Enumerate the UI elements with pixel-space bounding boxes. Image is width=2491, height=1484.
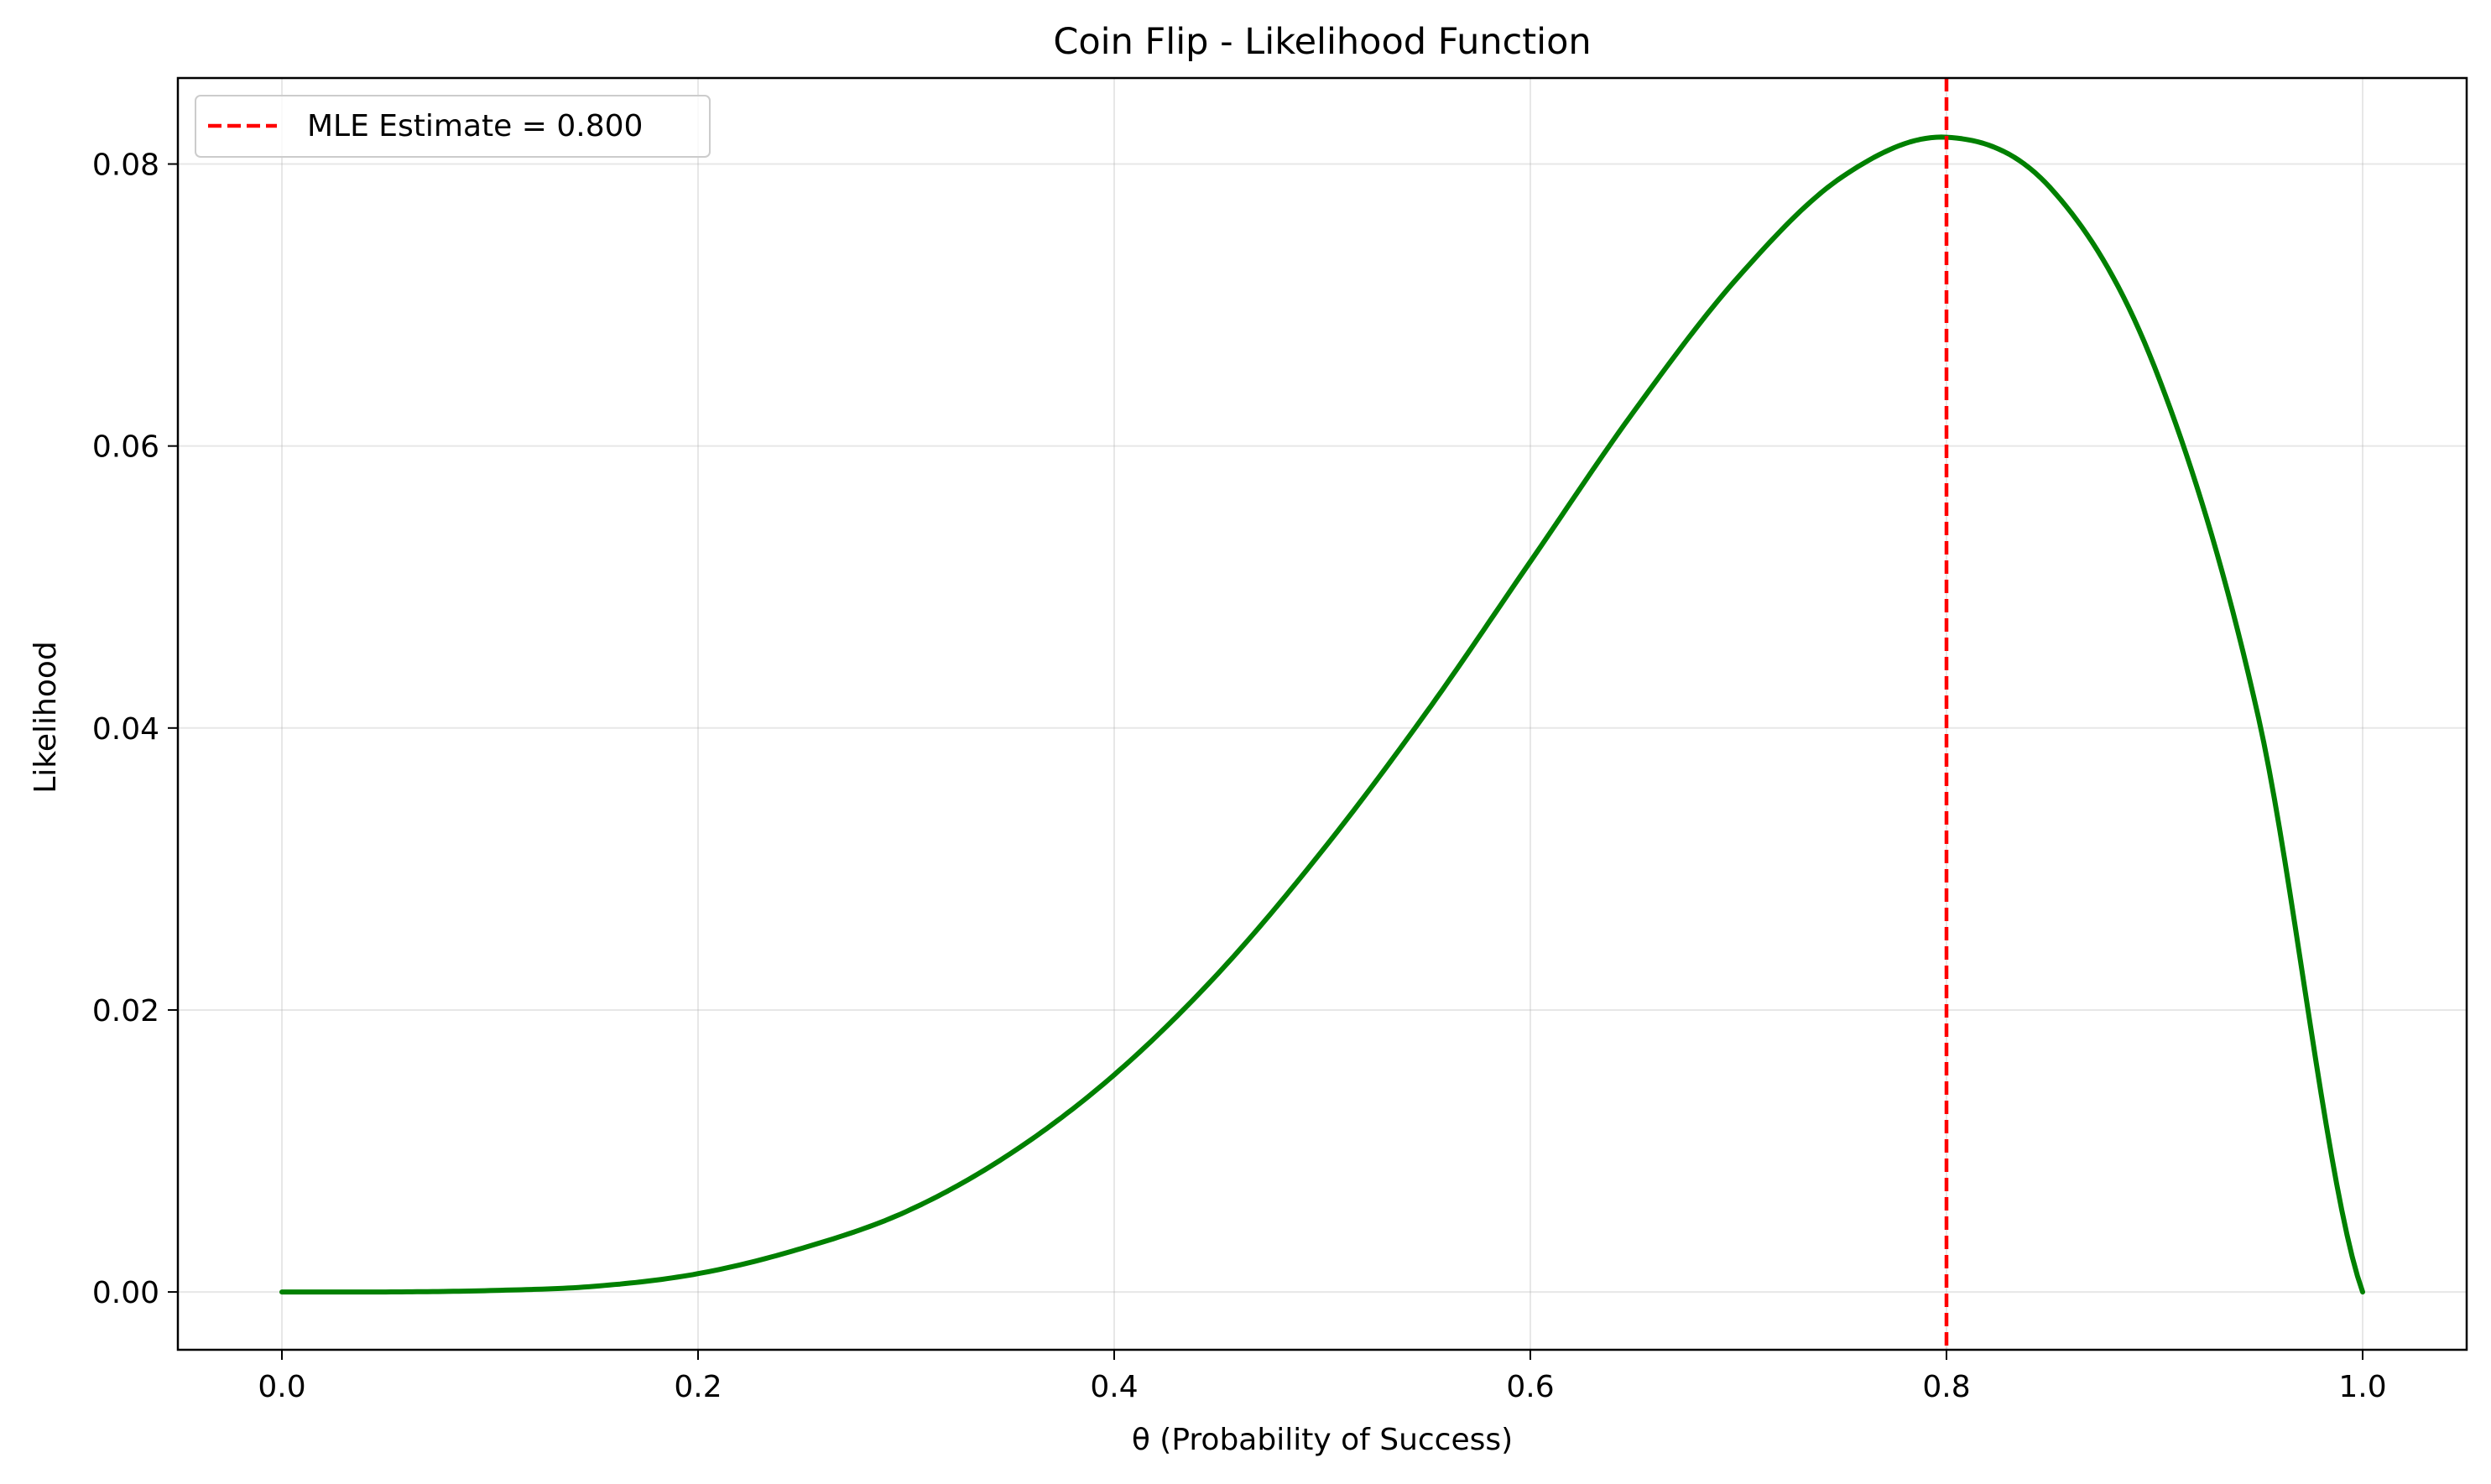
y-tick-label: 0.04	[92, 712, 159, 747]
legend: MLE Estimate = 0.800	[195, 95, 711, 158]
x-tick-label: 1.0	[2338, 1370, 2386, 1404]
legend-label-mle: MLE Estimate = 0.800	[307, 109, 643, 143]
x-tick-label: 0.8	[1922, 1370, 1970, 1404]
legend-box	[195, 95, 711, 158]
y-tick-label: 0.06	[92, 430, 159, 465]
grid-layer	[178, 78, 2467, 1350]
x-tick-label: 0.4	[1090, 1370, 1138, 1404]
chart-title: Coin Flip - Likelihood Function	[1053, 21, 1591, 63]
series-layer	[279, 134, 2365, 1295]
likelihood-curve	[279, 134, 2365, 1295]
x-tick-label: 0.6	[1506, 1370, 1554, 1404]
y-axis-label: Likelihood	[29, 641, 63, 794]
y-tick-label: 0.02	[92, 994, 159, 1028]
plot-frame	[176, 76, 2468, 1351]
y-axis-ticks: 0.00 0.02 0.04 0.06 0.08	[92, 148, 178, 1310]
x-axis-ticks: 0.0 0.2 0.4 0.6 0.8 1.0	[258, 1350, 2387, 1404]
y-tick-label: 0.00	[92, 1276, 159, 1310]
x-tick-label: 0.2	[674, 1370, 722, 1404]
y-tick-label: 0.08	[92, 148, 159, 183]
x-axis-label: θ (Probability of Success)	[1132, 1423, 1513, 1457]
x-tick-label: 0.0	[258, 1370, 305, 1404]
